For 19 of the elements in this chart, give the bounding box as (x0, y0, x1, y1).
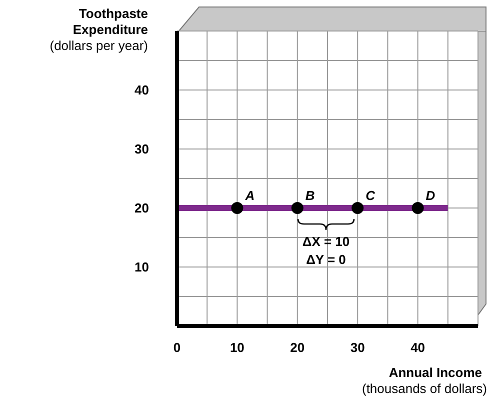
x-tick-label: 0 (173, 340, 181, 355)
x-tick-label: 20 (290, 340, 305, 355)
annotation: C (366, 188, 376, 203)
x-tick-label: 10 (230, 340, 244, 355)
y-tick-label: 40 (134, 82, 149, 98)
x-axis-title: Annual Income (388, 365, 483, 381)
y-tick-label: 30 (134, 142, 149, 157)
y-tick-label: 10 (134, 260, 149, 275)
text: (dollars per year) (48, 38, 148, 54)
annotation: ΔY = 0 (305, 251, 347, 269)
annotation: ΔX = 10 (301, 233, 351, 251)
annotation: D (426, 188, 436, 203)
text: (thousands of dollars) (362, 381, 487, 397)
annotation: A (244, 188, 255, 203)
y-axis-title: Toothpaste Expenditure (72, 6, 148, 38)
x-tick-label: 30 (350, 340, 365, 355)
y-tick-label: 20 (134, 200, 149, 216)
annotation: B (305, 188, 315, 203)
x-tick-label: 40 (410, 340, 426, 355)
